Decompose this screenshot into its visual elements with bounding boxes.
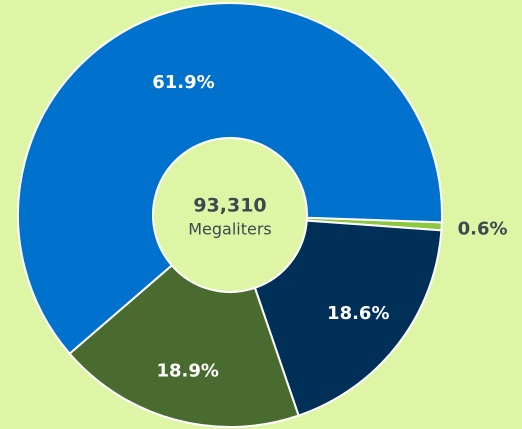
slice-label: 61.9% <box>152 72 214 93</box>
center-value: 93,310 <box>193 195 266 217</box>
slice-label: 18.6% <box>327 303 389 324</box>
donut-slice <box>68 263 300 428</box>
slice-label: 0.6% <box>458 218 508 239</box>
slice-label: 18.9% <box>156 360 218 381</box>
center-unit: Megaliters <box>188 220 272 239</box>
donut-slice <box>253 219 443 417</box>
donut-slice <box>17 2 443 356</box>
